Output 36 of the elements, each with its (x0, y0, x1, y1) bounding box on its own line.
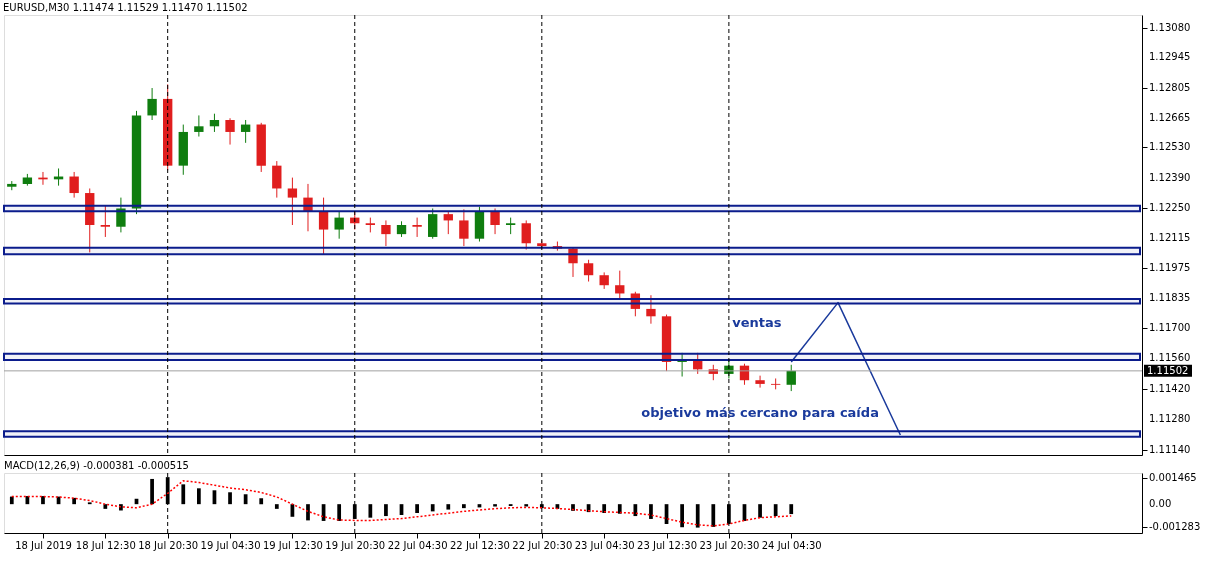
y-tick-label: 1.11700 (1149, 321, 1191, 333)
y-tick-label: 1.12665 (1149, 112, 1191, 124)
ref-line-label: 1.11502 (1147, 364, 1189, 376)
y-tick-label: 1.12115 (1149, 231, 1191, 243)
x-tick-label: 18 Jul 20:30 (138, 539, 199, 551)
x-tick-label: 18 Jul 12:30 (75, 539, 136, 551)
y-tick-label: 1.12805 (1149, 81, 1191, 93)
x-tick-label: 19 Jul 12:30 (262, 539, 323, 551)
y-tick-label: 0.00 (1149, 498, 1172, 510)
y-tick-label: 1.12530 (1149, 141, 1191, 153)
x-tick-label: 23 Jul 12:30 (637, 539, 698, 551)
y-tick-label: 1.11975 (1149, 262, 1191, 274)
y-tick-label: 1.11835 (1149, 292, 1191, 304)
y-tick-label: 1.11140 (1149, 443, 1191, 455)
x-tick-label: 19 Jul 20:30 (325, 539, 386, 551)
annotation: objetivo más cercano para caída (641, 405, 879, 421)
y-tick-label: 1.13080 (1149, 21, 1191, 33)
y-tick-label: 1.12945 (1149, 51, 1191, 63)
x-tick-label: 23 Jul 04:30 (574, 539, 635, 551)
y-tick-label: -0.001283 (1149, 521, 1201, 533)
y-tick-label: 1.12250 (1149, 202, 1191, 214)
chart-title: MACD(12,26,9) -0.000381 -0.000515 (4, 459, 189, 471)
x-tick-label: 18 Jul 2019 (15, 539, 72, 551)
annotation: ventas (732, 315, 782, 330)
y-tick-label: 1.11280 (1149, 413, 1191, 425)
x-tick-label: 19 Jul 04:30 (200, 539, 261, 551)
x-tick-label: 22 Jul 20:30 (512, 539, 573, 551)
y-tick-label: 1.12390 (1149, 171, 1191, 183)
chart-title: EURUSD,M30 1.11474 1.11529 1.11470 1.11502 (3, 1, 248, 13)
x-tick-label: 23 Jul 20:30 (699, 539, 760, 551)
x-tick-label: 24 Jul 04:30 (761, 539, 822, 551)
y-tick-label: 0.001465 (1149, 471, 1197, 483)
y-tick-label: 1.11420 (1149, 382, 1191, 394)
x-tick-label: 22 Jul 04:30 (387, 539, 448, 551)
y-tick-label: 1.11560 (1149, 352, 1191, 364)
x-tick-label: 22 Jul 12:30 (449, 539, 510, 551)
